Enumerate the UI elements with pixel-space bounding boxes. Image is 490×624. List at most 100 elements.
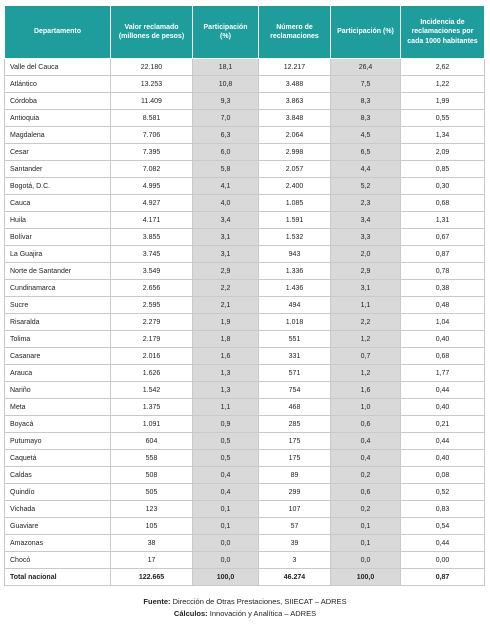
cell: 1,3	[192, 381, 259, 399]
cell: 0,55	[400, 109, 485, 127]
cell: 0,6	[330, 415, 401, 433]
cell: 1,3	[192, 364, 259, 382]
table-row: Meta 1.375 1,1 468 1,0 0,40	[4, 398, 485, 416]
table-row: La Guajira 3.745 3,1 943 2,0 0,87	[4, 245, 485, 263]
cell: Risaralda	[4, 313, 111, 331]
table-row: Chocó 17 0,0 3 0,0 0,00	[4, 551, 485, 569]
cell: 2.179	[110, 330, 193, 348]
cell: 8.581	[110, 109, 193, 127]
source-note: Fuente: Dirección de Otras Prestaciones,…	[0, 597, 490, 606]
cell: 2,9	[330, 262, 401, 280]
cell: 1.591	[258, 211, 331, 229]
cell: 0,83	[400, 500, 485, 518]
cell: 1.336	[258, 262, 331, 280]
cell: 331	[258, 347, 331, 365]
cell: 1,6	[330, 381, 401, 399]
header-cell: Número de reclamaciones	[258, 5, 331, 59]
cell: Casanare	[4, 347, 111, 365]
cell: 0,4	[330, 432, 401, 450]
cell: 175	[258, 449, 331, 467]
cell: 3.488	[258, 75, 331, 93]
cell: 0,1	[330, 534, 401, 552]
cell: 0,68	[400, 347, 485, 365]
cell: 4,4	[330, 160, 401, 178]
table-row: Santander 7.082 5,8 2.057 4,4 0,85	[4, 160, 485, 178]
table-row: Guaviare 105 0,1 57 0,1 0,54	[4, 517, 485, 535]
table-row: Magdalena 7.706 6,3 2.064 4,5 1,34	[4, 126, 485, 144]
cell: 0,54	[400, 517, 485, 535]
cell: 494	[258, 296, 331, 314]
cell: 3	[258, 551, 331, 569]
cell: 2.279	[110, 313, 193, 331]
cell: 100,0	[192, 568, 259, 586]
cell: Atlántico	[4, 75, 111, 93]
cell: 1,2	[330, 364, 401, 382]
cell: 468	[258, 398, 331, 416]
cell: 7.706	[110, 126, 193, 144]
cell: 3.863	[258, 92, 331, 110]
cell: 0,30	[400, 177, 485, 195]
cell: 0,87	[400, 568, 485, 586]
cell: 2.016	[110, 347, 193, 365]
calc-note: Cálculos: Innovación y Analítica – ADRES	[0, 609, 490, 618]
cell: 7,0	[192, 109, 259, 127]
cell: 8,3	[330, 109, 401, 127]
cell: 0,52	[400, 483, 485, 501]
cell: Bolívar	[4, 228, 111, 246]
cell: 1,77	[400, 364, 485, 382]
cell: 1.375	[110, 398, 193, 416]
cell: 1,9	[192, 313, 259, 331]
cell: 0,08	[400, 466, 485, 484]
cell: Meta	[4, 398, 111, 416]
cell: Tolima	[4, 330, 111, 348]
cell: 0,40	[400, 330, 485, 348]
cell: 0,40	[400, 449, 485, 467]
cell: Vichada	[4, 500, 111, 518]
cell: Putumayo	[4, 432, 111, 450]
cell: 505	[110, 483, 193, 501]
cell: Valle del Cauca	[4, 58, 111, 76]
table-row: Huila 4.171 3,4 1.591 3,4 1,31	[4, 211, 485, 229]
cell: 22.180	[110, 58, 193, 76]
data-table: Departamento Valor reclamado (millones de…	[4, 5, 485, 586]
cell: Boyacá	[4, 415, 111, 433]
cell: 4,0	[192, 194, 259, 212]
cell: 0,2	[330, 466, 401, 484]
cell: 1,0	[330, 398, 401, 416]
cell: 551	[258, 330, 331, 348]
cell: Huila	[4, 211, 111, 229]
cell: Cesar	[4, 143, 111, 161]
cell: 1.436	[258, 279, 331, 297]
cell: 0,1	[192, 500, 259, 518]
cell: 46.274	[258, 568, 331, 586]
cell: 1.018	[258, 313, 331, 331]
cell: 8,3	[330, 92, 401, 110]
cell: Caldas	[4, 466, 111, 484]
cell: Nariño	[4, 381, 111, 399]
cell: 604	[110, 432, 193, 450]
cell: 5,8	[192, 160, 259, 178]
table-row: Vichada 123 0,1 107 0,2 0,83	[4, 500, 485, 518]
cell: 11.409	[110, 92, 193, 110]
cell: Santander	[4, 160, 111, 178]
cell: 1,04	[400, 313, 485, 331]
table-row: Valle del Cauca 22.180 18,1 12.217 26,4 2,62	[4, 58, 485, 76]
cell: 3,4	[330, 211, 401, 229]
cell: 2.595	[110, 296, 193, 314]
cell: 1,8	[192, 330, 259, 348]
cell: 7.395	[110, 143, 193, 161]
cell: 1,1	[192, 398, 259, 416]
cell: 175	[258, 432, 331, 450]
cell: 6,3	[192, 126, 259, 144]
cell: 38	[110, 534, 193, 552]
cell: 0,4	[330, 449, 401, 467]
cell: Chocó	[4, 551, 111, 569]
cell: 0,44	[400, 534, 485, 552]
table-row: Casanare 2.016 1,6 331 0,7 0,68	[4, 347, 485, 365]
cell: 3.848	[258, 109, 331, 127]
table-row: Bolívar 3.855 3,1 1.532 3,3 0,67	[4, 228, 485, 246]
cell: 1,22	[400, 75, 485, 93]
cell: 571	[258, 364, 331, 382]
table-row: Cesar 7.395 6,0 2.998 6,5 2,09	[4, 143, 485, 161]
cell: 0,78	[400, 262, 485, 280]
